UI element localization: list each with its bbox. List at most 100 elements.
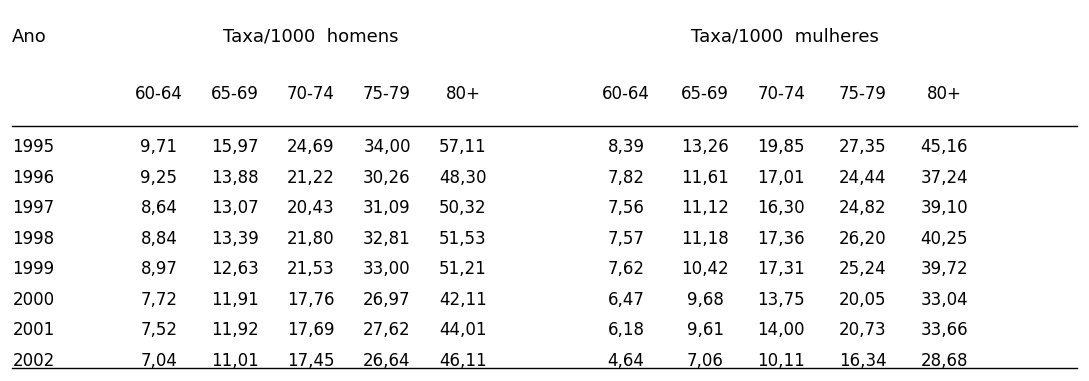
Text: 7,57: 7,57 [608, 230, 645, 248]
Text: 75-79: 75-79 [839, 85, 886, 102]
Text: 57,11: 57,11 [439, 138, 487, 156]
Text: 70-74: 70-74 [287, 85, 335, 102]
Text: 1995: 1995 [12, 138, 54, 156]
Text: 8,84: 8,84 [140, 230, 178, 248]
Text: 9,68: 9,68 [687, 291, 724, 309]
Text: 11,12: 11,12 [682, 199, 730, 217]
Text: 7,52: 7,52 [140, 321, 178, 339]
Text: 1997: 1997 [12, 199, 54, 217]
Text: 32,81: 32,81 [363, 230, 411, 248]
Text: 17,76: 17,76 [287, 291, 334, 309]
Text: 44,01: 44,01 [439, 321, 487, 339]
Text: 7,82: 7,82 [608, 168, 645, 187]
Text: 27,62: 27,62 [364, 321, 411, 339]
Text: 2001: 2001 [12, 321, 54, 339]
Text: 20,43: 20,43 [287, 199, 334, 217]
Text: 33,00: 33,00 [364, 260, 411, 278]
Text: 17,31: 17,31 [758, 260, 805, 278]
Text: 6,18: 6,18 [608, 321, 645, 339]
Text: 7,62: 7,62 [608, 260, 645, 278]
Text: 51,53: 51,53 [439, 230, 487, 248]
Text: 20,73: 20,73 [839, 321, 886, 339]
Text: 4,64: 4,64 [608, 352, 645, 370]
Text: 7,06: 7,06 [687, 352, 724, 370]
Text: 10,42: 10,42 [682, 260, 729, 278]
Text: 80+: 80+ [927, 85, 962, 102]
Text: 13,75: 13,75 [758, 291, 805, 309]
Text: 13,39: 13,39 [211, 230, 259, 248]
Text: Taxa/1000  homens: Taxa/1000 homens [223, 28, 399, 46]
Text: 6,47: 6,47 [608, 291, 645, 309]
Text: 11,92: 11,92 [211, 321, 259, 339]
Text: 11,18: 11,18 [682, 230, 730, 248]
Text: 9,25: 9,25 [140, 168, 178, 187]
Text: 9,71: 9,71 [140, 138, 178, 156]
Text: 7,56: 7,56 [608, 199, 645, 217]
Text: 11,01: 11,01 [211, 352, 259, 370]
Text: 1999: 1999 [12, 260, 54, 278]
Text: 14,00: 14,00 [758, 321, 805, 339]
Text: 80+: 80+ [445, 85, 480, 102]
Text: 45,16: 45,16 [920, 138, 968, 156]
Text: 2000: 2000 [12, 291, 54, 309]
Text: 30,26: 30,26 [364, 168, 411, 187]
Text: 7,04: 7,04 [140, 352, 178, 370]
Text: 28,68: 28,68 [920, 352, 968, 370]
Text: 40,25: 40,25 [920, 230, 968, 248]
Text: 12,63: 12,63 [211, 260, 259, 278]
Text: 8,97: 8,97 [140, 260, 178, 278]
Text: 50,32: 50,32 [439, 199, 487, 217]
Text: 17,01: 17,01 [758, 168, 805, 187]
Text: 2002: 2002 [12, 352, 54, 370]
Text: 13,07: 13,07 [211, 199, 259, 217]
Text: 60-64: 60-64 [135, 85, 183, 102]
Text: 51,21: 51,21 [439, 260, 487, 278]
Text: 13,88: 13,88 [211, 168, 259, 187]
Text: 16,34: 16,34 [839, 352, 886, 370]
Text: 42,11: 42,11 [439, 291, 487, 309]
Text: 26,64: 26,64 [364, 352, 411, 370]
Text: 34,00: 34,00 [364, 138, 411, 156]
Text: 16,30: 16,30 [758, 199, 805, 217]
Text: 70-74: 70-74 [757, 85, 805, 102]
Text: 33,66: 33,66 [920, 321, 968, 339]
Text: 75-79: 75-79 [363, 85, 411, 102]
Text: 46,11: 46,11 [439, 352, 487, 370]
Text: 8,39: 8,39 [608, 138, 645, 156]
Text: 65-69: 65-69 [211, 85, 259, 102]
Text: 26,97: 26,97 [364, 291, 411, 309]
Text: 10,11: 10,11 [758, 352, 805, 370]
Text: 17,69: 17,69 [287, 321, 334, 339]
Text: 1996: 1996 [12, 168, 54, 187]
Text: 17,45: 17,45 [287, 352, 334, 370]
Text: 60-64: 60-64 [602, 85, 650, 102]
Text: 1998: 1998 [12, 230, 54, 248]
Text: 11,91: 11,91 [211, 291, 259, 309]
Text: 9,61: 9,61 [687, 321, 724, 339]
Text: 13,26: 13,26 [682, 138, 730, 156]
Text: 24,44: 24,44 [839, 168, 886, 187]
Text: 31,09: 31,09 [364, 199, 411, 217]
Text: 11,61: 11,61 [682, 168, 730, 187]
Text: 15,97: 15,97 [211, 138, 259, 156]
Text: 48,30: 48,30 [439, 168, 487, 187]
Text: 37,24: 37,24 [920, 168, 968, 187]
Text: 19,85: 19,85 [758, 138, 805, 156]
Text: 39,10: 39,10 [920, 199, 968, 217]
Text: 21,22: 21,22 [287, 168, 335, 187]
Text: 24,82: 24,82 [839, 199, 886, 217]
Text: 26,20: 26,20 [839, 230, 886, 248]
Text: 21,80: 21,80 [287, 230, 334, 248]
Text: 24,69: 24,69 [287, 138, 334, 156]
Text: 21,53: 21,53 [287, 260, 334, 278]
Text: Ano: Ano [12, 28, 47, 46]
Text: Taxa/1000  mulheres: Taxa/1000 mulheres [692, 28, 879, 46]
Text: 8,64: 8,64 [140, 199, 178, 217]
Text: 65-69: 65-69 [682, 85, 730, 102]
Text: 33,04: 33,04 [920, 291, 968, 309]
Text: 7,72: 7,72 [140, 291, 178, 309]
Text: 20,05: 20,05 [839, 291, 886, 309]
Text: 17,36: 17,36 [758, 230, 805, 248]
Text: 27,35: 27,35 [839, 138, 886, 156]
Text: 39,72: 39,72 [920, 260, 968, 278]
